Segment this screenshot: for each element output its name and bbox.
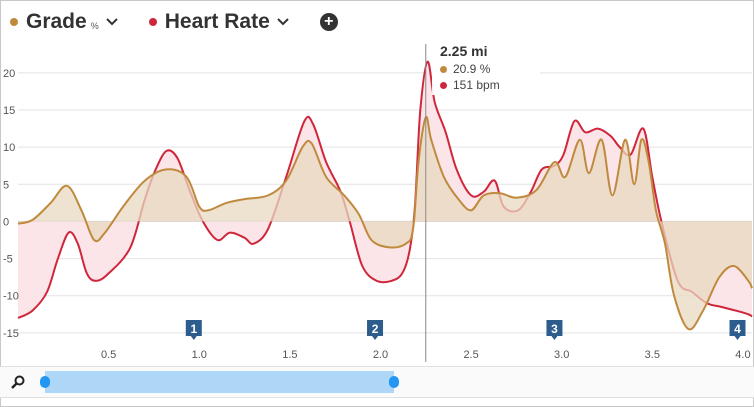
tooltip-grade-row: 20.9 %	[440, 62, 532, 76]
x-tick-label: 3.0	[554, 349, 569, 361]
legend-grade[interactable]: Grade %	[10, 10, 119, 34]
tooltip-hr-value: 151 bpm	[453, 78, 500, 92]
y-tick-label: 20	[3, 68, 15, 80]
range-scrollbar	[0, 366, 754, 398]
x-tick-label: 1.5	[282, 349, 297, 361]
lap-marker-flag	[367, 320, 384, 340]
lap-marker-label: 4	[734, 322, 741, 336]
tooltip-grade-dot	[440, 65, 447, 73]
tooltip-hr-row: 151 bpm	[440, 78, 532, 92]
range-selection[interactable]	[45, 371, 394, 393]
x-tick-label: 2.0	[373, 349, 388, 361]
range-right-handle[interactable]	[389, 376, 399, 388]
lap-marker-label: 2	[372, 322, 379, 336]
tooltip-hr-dot	[440, 81, 447, 89]
tooltip: 2.25 mi 20.9 % 151 bpm	[432, 40, 540, 95]
legend-grade-label: Grade	[26, 10, 87, 33]
y-tick-label: 10	[3, 142, 15, 154]
y-tick-label: -15	[3, 328, 19, 340]
y-tick-label: 15	[3, 105, 15, 117]
legend: Grade % Heart Rate +	[10, 6, 338, 38]
lap-marker-label: 1	[190, 322, 197, 336]
chart: 1 2 3 4 20 15 10 5 0 -5 -10 -15 0.5 1.0 1.5 2.0 2.5 3.0 3…	[3, 44, 753, 362]
y-tick-label: 0	[3, 216, 9, 228]
x-tick-label: 1.0	[192, 349, 207, 361]
heart-rate-dot-icon	[148, 18, 157, 26]
lap-marker-flag	[185, 320, 202, 340]
tooltip-title: 2.25 mi	[440, 43, 488, 59]
tooltip-grade-value: 20.9 %	[453, 62, 491, 76]
chevron-down-icon[interactable]	[105, 15, 119, 29]
x-tick-label: 4.0	[735, 349, 750, 361]
add-series-icon[interactable]: +	[319, 13, 338, 31]
y-tick-label: -10	[3, 291, 19, 303]
lap-marker[interactable]: 4	[729, 320, 746, 340]
x-tick-label: 2.5	[463, 349, 478, 361]
x-tick-label: 0.5	[101, 349, 116, 361]
y-tick-label: -5	[3, 254, 13, 266]
lap-marker[interactable]: 3	[546, 320, 563, 340]
lap-marker-label: 3	[551, 322, 558, 336]
lap-marker-flag	[729, 320, 746, 340]
grade-dot-icon	[10, 18, 18, 26]
legend-grade-unit: %	[90, 21, 99, 31]
legend-heart-rate[interactable]: Heart Rate	[148, 10, 290, 34]
range-left-handle[interactable]	[40, 376, 50, 388]
legend-heart-rate-label: Heart Rate	[164, 10, 270, 33]
lap-marker[interactable]: 2	[367, 320, 384, 340]
chevron-down-icon[interactable]	[276, 15, 290, 29]
grade-area	[18, 116, 752, 330]
x-tick-label: 3.5	[645, 349, 660, 361]
lap-marker-flag	[546, 320, 563, 340]
search-icon[interactable]	[10, 374, 26, 390]
lap-marker[interactable]: 1	[185, 320, 202, 340]
y-tick-label: 5	[3, 179, 9, 191]
